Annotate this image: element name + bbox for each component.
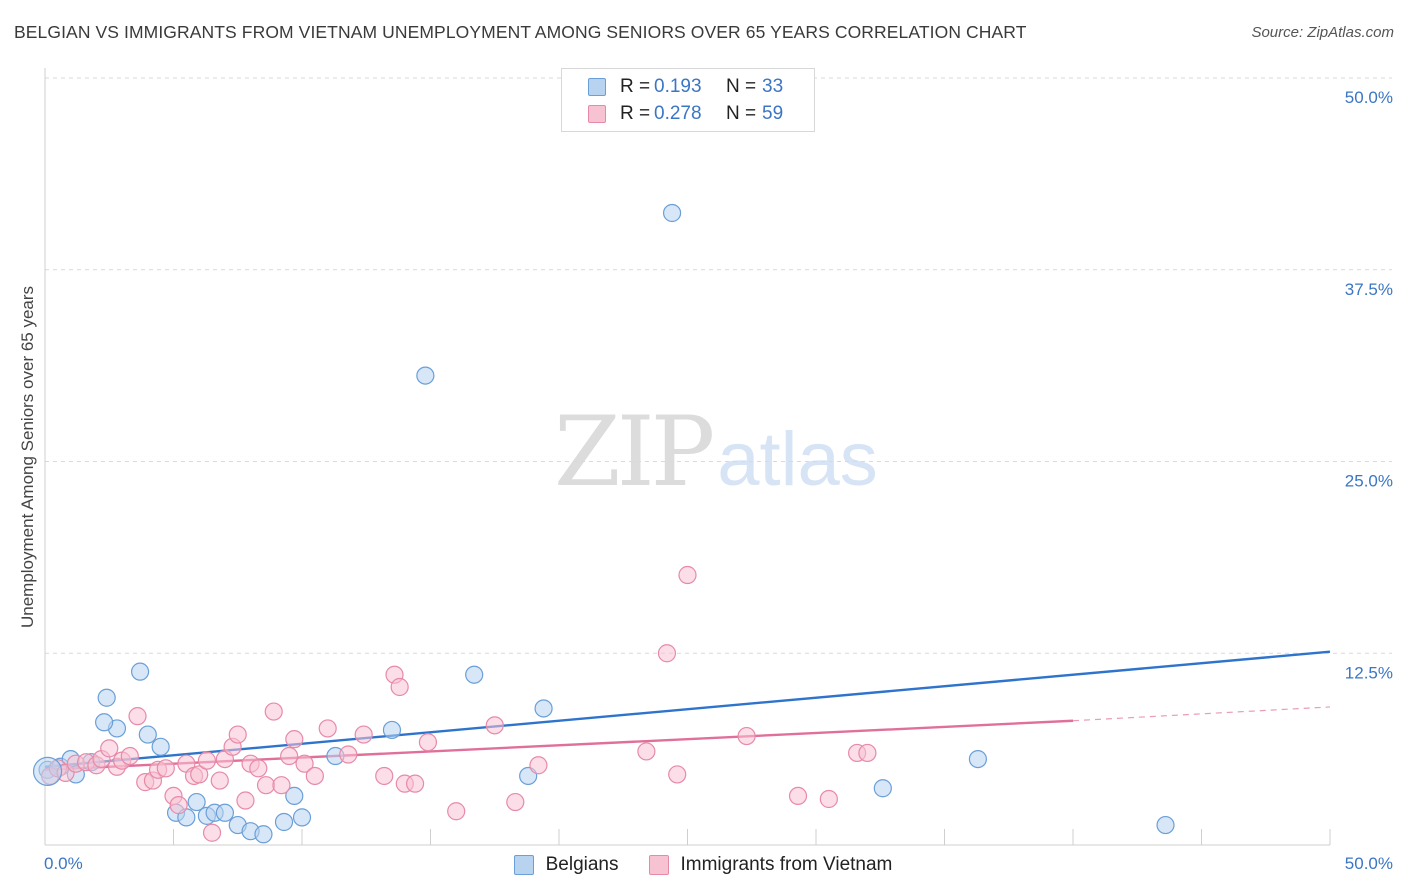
legend-n-label: N = [726, 76, 757, 97]
legend-swatch-vietnam [648, 855, 669, 875]
y-tick-label: 12.5% [1345, 663, 1393, 682]
legend-item-belgians: Belgians [513, 854, 619, 876]
vietnam-point [485, 716, 504, 735]
vietnam-point [228, 725, 247, 744]
vietnam-point [156, 759, 175, 778]
vietnam-point [858, 743, 877, 763]
belgian-point [215, 803, 234, 822]
watermark-zip: ZIP [554, 396, 715, 508]
legend-label-belgians: Belgians [545, 854, 619, 875]
vietnam-point [354, 725, 373, 744]
x-tick-label: 0.0% [44, 854, 83, 873]
vietnam-point [657, 644, 677, 663]
vietnam-point [418, 733, 438, 752]
vietnam-point [668, 765, 687, 784]
belgian-point [274, 812, 294, 832]
vietnam-point [405, 774, 425, 793]
vietnam-point [128, 707, 147, 726]
vietnam-point [339, 745, 358, 764]
belgian-point [97, 688, 116, 707]
legend-swatch-belgians [588, 78, 606, 96]
legend-label-vietnam: Immigrants from Vietnam [680, 854, 893, 875]
vietnam-point [637, 742, 656, 761]
belgian-point [534, 699, 553, 718]
vietnam-point [375, 766, 394, 786]
legend-n-value: 59 [762, 103, 784, 124]
legend-r-label: R = [620, 103, 651, 124]
vietnam-point [318, 719, 337, 738]
vietnam-point [169, 796, 188, 815]
axis-labels: 12.5% 25.0% 37.5% 50.0% 0.0% 50.0% Unemploymen… [18, 88, 1393, 873]
vietnam-point [506, 792, 525, 812]
vietnam-point [264, 702, 283, 721]
x-tick-label: 50.0% [1345, 854, 1393, 873]
y-tick-label: 25.0% [1345, 472, 1393, 491]
y-tick-label: 37.5% [1345, 280, 1393, 299]
vietnam-point [529, 756, 548, 775]
legend-r-value: 0.193 [654, 76, 702, 97]
vietnam-point [272, 776, 291, 795]
vietnam-point [295, 754, 314, 773]
belgian-point [151, 737, 170, 756]
belgian-point [95, 713, 114, 732]
belgian-point [382, 720, 402, 740]
vietnam-point [819, 789, 838, 809]
legend-row-vietnam: R = 0.278 N = 59 [588, 101, 783, 127]
source-credit: Source: ZipAtlas.com [1251, 24, 1394, 41]
vietnam-point [447, 802, 466, 821]
legend-r-label: R = [620, 76, 651, 97]
vietnam-point [190, 765, 209, 784]
vietnam-point [210, 771, 229, 790]
legend-row-belgians: R = 0.193 N = 33 [588, 74, 783, 100]
legend-n-label: N = [726, 103, 757, 124]
vietnam-point [120, 746, 139, 766]
vietnam-point [280, 746, 299, 766]
belgian-point [254, 825, 273, 844]
legend-item-vietnam: Immigrants from Vietnam [648, 854, 893, 876]
belgian-point [1156, 815, 1175, 835]
belgian-point [187, 792, 206, 812]
axes [44, 68, 1331, 846]
vietnam-trendline [1072, 706, 1331, 722]
vietnam-point [305, 766, 324, 786]
vietnam-point [256, 776, 276, 795]
vietnam-point [202, 823, 222, 842]
vietnam-point [236, 791, 255, 810]
vietnam-point [249, 759, 268, 778]
belgian-trendline [44, 650, 1331, 768]
belgian-point [292, 808, 312, 827]
belgian-point [873, 779, 892, 798]
legend-n-value: 33 [762, 76, 784, 97]
grid-lines [45, 77, 1392, 654]
belgian-cluster-point [32, 756, 63, 786]
vietnam-point [285, 730, 304, 749]
data-points [32, 203, 1175, 844]
belgian-point [285, 786, 304, 806]
belgian-point [465, 665, 484, 684]
chart-title: BELGIAN VS IMMIGRANTS FROM VIETNAM UNEMP… [14, 22, 1027, 42]
vietnam-point [788, 786, 808, 806]
legend-swatch-vietnam [588, 105, 606, 123]
vietnam-point [100, 739, 119, 758]
legend-swatch-belgians [513, 855, 534, 875]
vietnam-point [678, 565, 697, 585]
belgian-point [662, 203, 682, 223]
series-legend: Belgians Immigrants from Vietnam [0, 852, 1406, 878]
watermark: ZIPatlas [554, 404, 878, 501]
vietnam-point [390, 677, 409, 697]
belgian-point [130, 662, 150, 681]
y-axis-label: Unemployment Among Seniors over 65 years [18, 286, 37, 628]
correlation-legend: R = 0.193 N = 33 R = 0.278 N = 59 [561, 68, 815, 132]
y-tick-label: 50.0% [1345, 88, 1393, 107]
belgian-point [968, 749, 988, 769]
belgian-point [416, 366, 435, 385]
watermark-atlas: atlas [717, 417, 878, 502]
legend-r-value: 0.278 [654, 103, 702, 124]
vietnam-point [737, 726, 756, 746]
belgian-point [138, 725, 157, 744]
vietnam-point [197, 751, 217, 770]
